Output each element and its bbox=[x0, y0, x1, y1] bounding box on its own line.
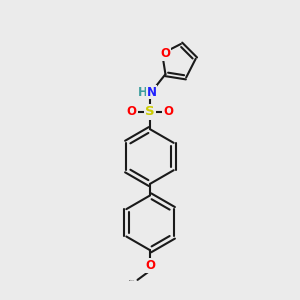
Text: H: H bbox=[138, 85, 148, 98]
Text: O: O bbox=[164, 106, 173, 118]
Text: O: O bbox=[127, 106, 136, 118]
Text: methoxy: methoxy bbox=[129, 280, 135, 281]
Text: S: S bbox=[145, 106, 155, 118]
Text: O: O bbox=[160, 47, 170, 60]
Text: N: N bbox=[146, 85, 157, 98]
Text: O: O bbox=[145, 259, 155, 272]
